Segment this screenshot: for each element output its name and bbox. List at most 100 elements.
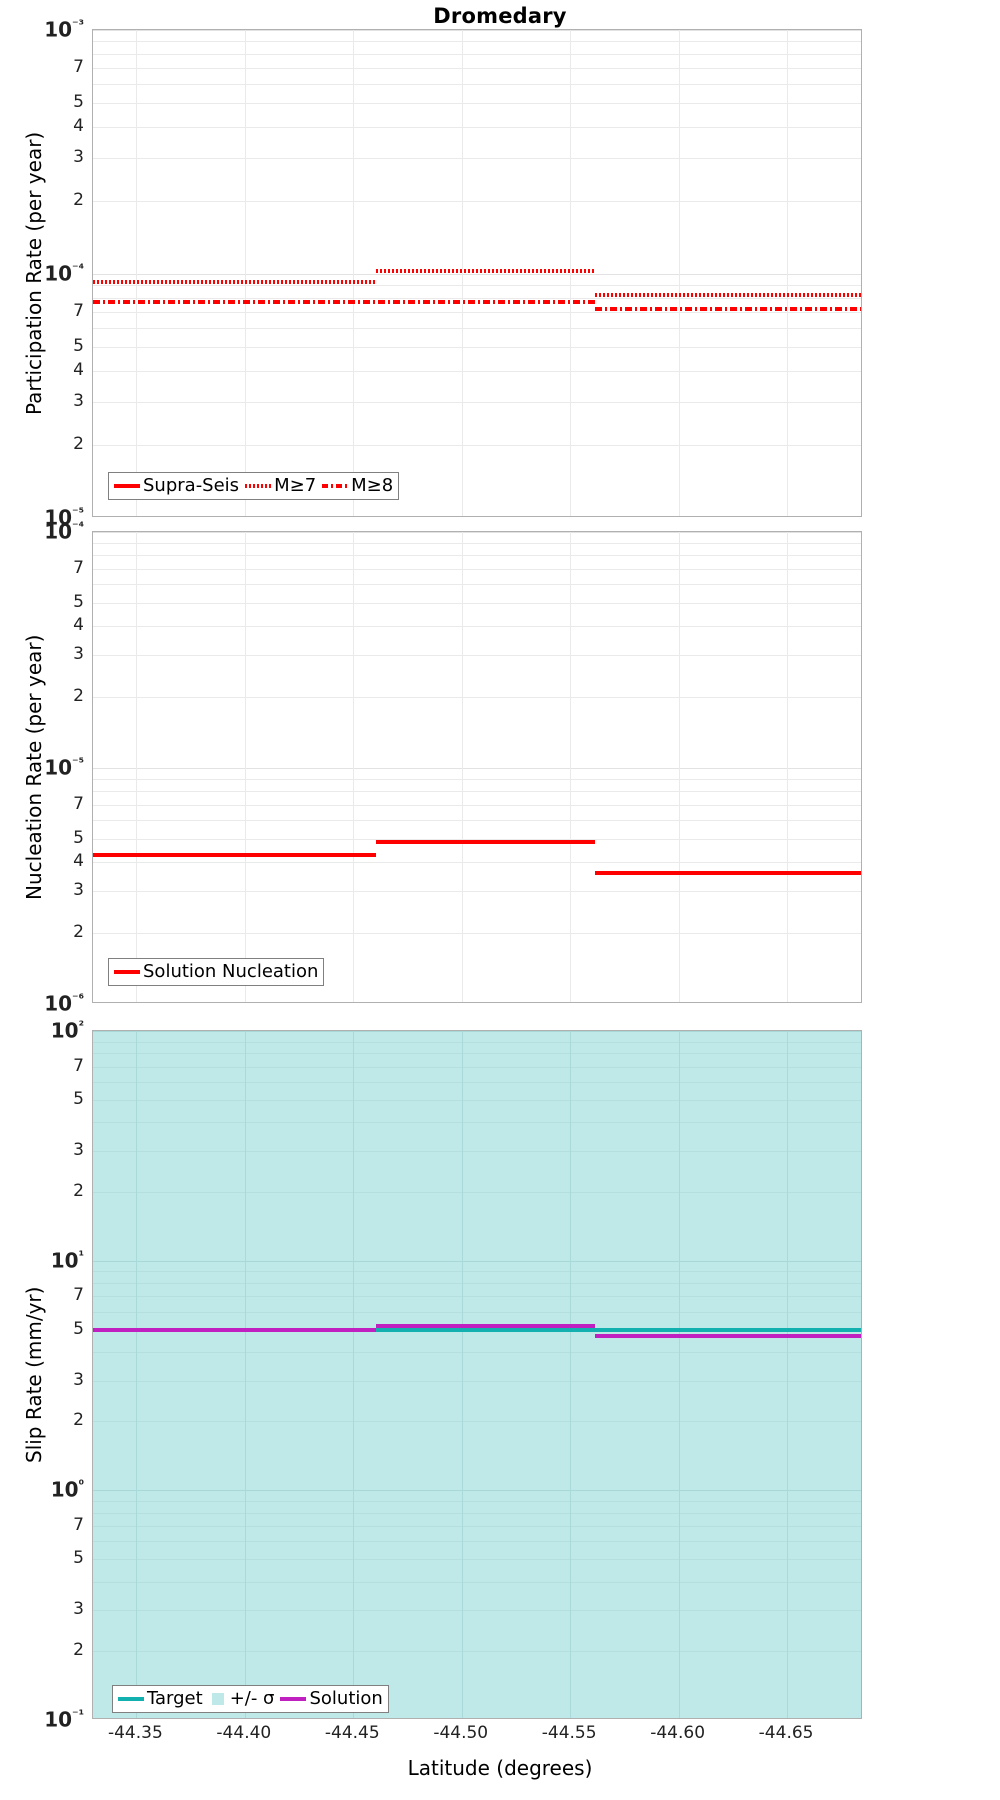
gridline-vertical [678,532,680,1002]
y-axis-ticks-panel1: 10⁻³ 7 5 4 3 2 10⁻⁴ 7 5 4 3 2 10⁻⁵ [0,0,84,1800]
gridline-horizontal [93,1066,861,1068]
gridline-horizontal [93,1271,861,1273]
gridline-horizontal [93,1282,861,1284]
gridline-vertical [678,30,680,516]
gridline-vertical [461,30,463,516]
gridline-horizontal [93,603,861,605]
x-axis-tick: -44.55 [541,1723,597,1743]
gridline-vertical [787,532,789,1002]
y-axis-tick-minor: 3 [73,1140,84,1161]
gridline-horizontal [93,297,861,299]
line-dotted-icon [245,484,272,488]
y-axis-tick-minor: 4 [73,360,84,381]
data-segment [376,840,596,845]
gridline-horizontal [93,347,861,349]
y-axis-ticks-panel2: 10⁻⁴ 7 5 4 3 2 10⁻⁵ 7 5 4 3 2 10⁻⁶ [0,0,84,1800]
gridline-vertical [461,532,463,1002]
y-axis-tick-minor: 2 [73,685,84,706]
x-axis-tick: -44.35 [107,1723,163,1743]
gridline-horizontal [93,554,861,556]
legend-panel3: Target +/- σ Solution [112,1685,389,1713]
gridline-vertical [787,1031,789,1718]
y-axis-tick-minor: 7 [73,300,84,321]
y-axis-tick-minor: 5 [73,1548,84,1569]
gridline-horizontal [93,768,861,769]
legend-item-supra-seis: Supra-Seis [114,477,239,495]
x-axis-tick: -44.45 [324,1723,380,1743]
gridline-horizontal [93,532,861,533]
legend-item-solution-nucleation: Solution Nucleation [114,963,318,981]
gridline-horizontal [93,1512,861,1514]
gridline-horizontal [93,891,861,893]
line-solid-icon [114,970,140,974]
gridline-horizontal [93,1650,861,1652]
panel-participation-rate [92,29,862,517]
gridline-horizontal [93,401,861,403]
legend-item-solution: Solution [280,1690,383,1708]
gridline-horizontal [93,200,861,202]
y-axis-tick-minor: 4 [73,850,84,871]
y-axis-tick-minor: 3 [73,1369,84,1390]
y-axis-tick-minor: 2 [73,433,84,454]
panel-nucleation-rate [92,531,862,1003]
gridline-vertical [136,532,138,1002]
y-axis-tick-minor: 3 [73,146,84,167]
data-segment [595,1333,861,1338]
band-patch-icon [211,1693,224,1705]
y-axis-tick-decade: 10⁻⁶ [44,990,84,1016]
gridline-horizontal [93,285,861,287]
gridline-horizontal [93,1352,861,1354]
gridline-vertical [461,1031,463,1718]
gridline-vertical [570,532,572,1002]
line-solid-icon [118,1697,144,1701]
gridline-horizontal [93,103,861,105]
gridline-horizontal [93,1421,861,1423]
gridline-vertical [678,1031,680,1718]
gridline-vertical [787,30,789,516]
gridline-horizontal [93,1311,861,1313]
gridline-horizontal [93,53,861,55]
gridline-horizontal [93,1081,861,1083]
gridline-horizontal [93,568,861,570]
y-axis-tick-decade: 10⁻⁴ [44,518,84,544]
gridline-horizontal [93,1541,861,1543]
gridline-horizontal [93,790,861,792]
gridline-vertical [244,532,246,1002]
data-segment [595,870,861,875]
gridline-horizontal [93,1500,861,1502]
line-solid-icon [280,1697,307,1701]
gridline-horizontal [93,84,861,86]
y-axis-tick-minor: 7 [73,793,84,814]
gridline-horizontal [93,696,861,698]
gridline-horizontal [93,127,861,129]
legend-item-m8: M≥8 [322,477,393,495]
data-segment [93,1327,377,1332]
line-solid-icon [114,484,140,488]
gridline-vertical [570,30,572,516]
y-axis-tick-decade: 10⁻⁴ [44,260,84,286]
y-axis-tick-minor: 3 [73,1599,84,1620]
gridline-horizontal [93,932,861,934]
gridline-vertical [136,30,138,516]
y-axis-tick-decade: 10⁻³ [44,16,84,42]
gridline-horizontal [93,1151,861,1153]
x-axis-tick: -44.60 [650,1723,706,1743]
y-axis-tick-minor: 2 [73,921,84,942]
page-title: Dromedary [433,4,567,28]
y-axis-tick-minor: 4 [73,116,84,137]
y-axis-tick-minor: 5 [73,336,84,357]
y-axis-tick-minor: 5 [73,92,84,113]
y-axis-tick-minor: 2 [73,1180,84,1201]
data-segment [93,852,377,857]
y-axis-tick-decade: 10¹ [50,1247,84,1272]
gridline-horizontal [93,1191,861,1193]
legend-label: Solution Nucleation [143,961,319,982]
legend-label: M≥7 [274,475,317,496]
gridline-horizontal [93,861,861,863]
gridline-horizontal [93,542,861,544]
y-axis-tick-minor: 7 [73,557,84,578]
data-segment [595,306,861,311]
legend-panel1: Supra-Seis M≥7 M≥8 [108,472,400,500]
y-axis-tick-decade: 10⁻⁵ [44,754,84,780]
